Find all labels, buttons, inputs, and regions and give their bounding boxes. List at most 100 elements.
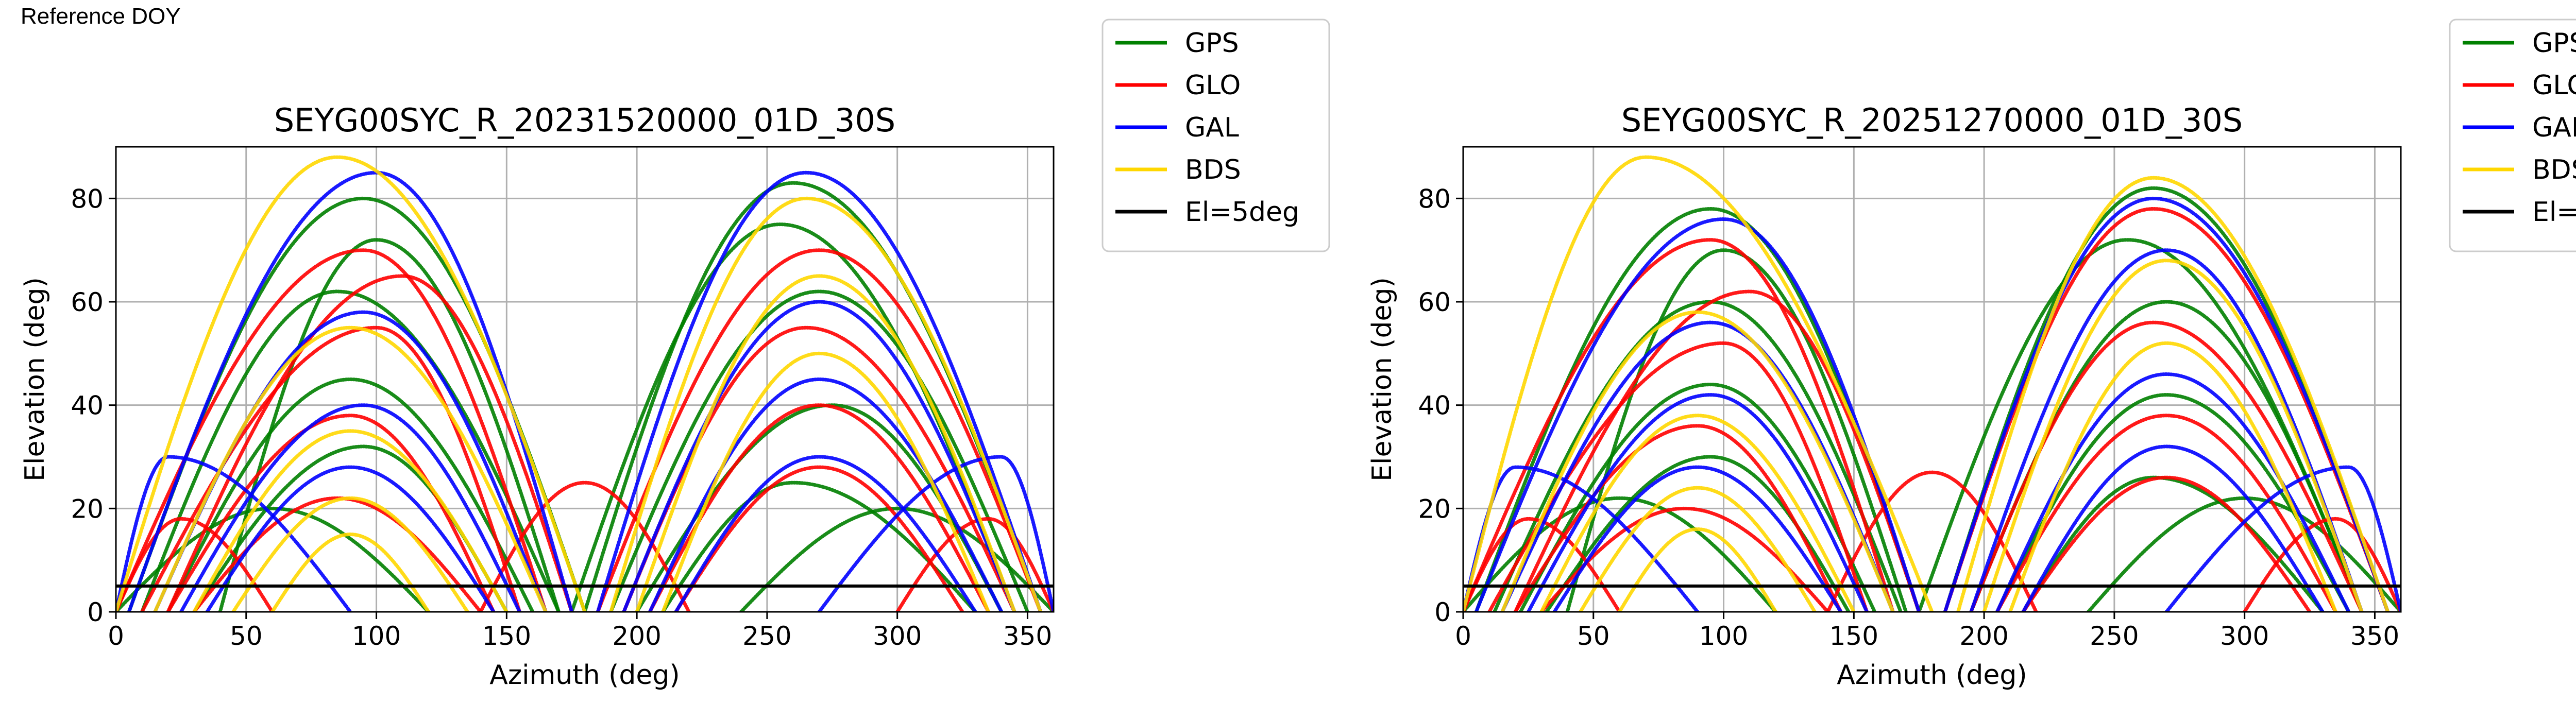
chart-title: SEYG00SYC_R_20231520000_01D_30S: [274, 101, 895, 139]
track-gal-8: [2021, 444, 2325, 612]
track-gal-6: [1969, 248, 2364, 612]
track-bds-3: [192, 429, 509, 612]
series-bds: [1463, 155, 2390, 612]
x-axis-label: Azimuth (deg): [489, 660, 680, 691]
track-gal-1: [127, 170, 574, 612]
x-tick-label: 300: [873, 621, 922, 651]
track-gal-7: [648, 377, 1004, 612]
y-axis-label: Elevation (deg): [1367, 277, 1398, 482]
x-tick-label: 50: [1577, 621, 1610, 651]
legend-box: [2449, 19, 2576, 252]
track-bds-5: [1956, 176, 2390, 612]
track-glo-3: [166, 414, 496, 612]
legend-label-glo: GLO: [1185, 70, 1241, 101]
track-glo-5: [596, 248, 1043, 612]
track-gps-5: [1943, 186, 2390, 612]
x-tick-label: 250: [742, 621, 791, 651]
track-glo-8: [674, 465, 964, 612]
track-bds-4: [231, 496, 469, 612]
track-gps-8: [661, 481, 977, 612]
track-bds-7: [2008, 341, 2338, 612]
track-glo-1: [1463, 238, 1895, 612]
track-gal-3: [179, 403, 522, 612]
track-gps-8: [2021, 475, 2325, 612]
track-gal-3: [1526, 393, 1869, 612]
legend-label-el=5deg: El=5deg: [2532, 197, 2576, 228]
track-gal-8: [674, 455, 977, 612]
track-gal-6: [622, 300, 1016, 612]
track-gal-9: [116, 455, 352, 612]
track-gps-11: [218, 238, 561, 612]
track-bds-1: [116, 155, 587, 612]
x-tick-label: 200: [612, 621, 661, 651]
legend-label-gal: GAL: [1185, 112, 1239, 143]
track-glo-8: [2021, 475, 2312, 612]
series-gps: [116, 181, 1054, 612]
track-bds-6: [635, 274, 1016, 612]
track-glo-10: [895, 517, 1054, 612]
chart-panel-1: 0 50 100 150 200 250 300 350 0 20 40 60 80 SEYG00SYC_…: [20, 19, 1330, 691]
track-bds-1: [1463, 155, 1934, 612]
y-tick-label: 60: [1418, 287, 1451, 317]
track-gal-4: [205, 465, 496, 612]
chart-panel-2: 0 50 100 150 200 250 300 350 0 20 40 60 80 SEYG00SYC_…: [1367, 19, 2576, 691]
track-gal-2: [153, 310, 548, 612]
track-gal-10: [817, 455, 1054, 612]
track-gps-3: [166, 377, 535, 612]
x-tick-label: 200: [1959, 621, 2008, 651]
track-gps-11: [1565, 248, 1908, 612]
x-tick-label: 250: [2090, 621, 2139, 651]
x-tick-label: 0: [108, 621, 124, 651]
track-gal-5: [1943, 196, 2390, 612]
track-bds-8: [270, 532, 431, 612]
legend-label-bds: BDS: [1185, 155, 1241, 185]
x-tick-label: 150: [1829, 621, 1878, 651]
track-glo-2: [140, 325, 522, 612]
track-glo-7: [648, 403, 991, 612]
x-axis-label: Azimuth (deg): [1837, 660, 2027, 691]
track-bds-4: [1579, 486, 1817, 612]
reference-doy-label: Reference DOY: [21, 4, 181, 29]
y-tick-label: 60: [71, 287, 104, 317]
track-glo-3: [1513, 424, 1843, 612]
y-tick-label: 20: [1418, 494, 1451, 524]
legend-box: [1101, 19, 1330, 252]
track-gps-9: [1463, 496, 1778, 612]
track-gal-5: [596, 170, 1043, 612]
plot-frame: [1462, 146, 2402, 613]
x-tick-label: 50: [230, 621, 263, 651]
y-tick-label: 40: [1418, 391, 1451, 421]
x-tick-label: 150: [482, 621, 531, 651]
track-glo-12: [166, 274, 574, 612]
legend-label-gps: GPS: [2532, 28, 2576, 59]
track-bds-5: [609, 196, 1043, 612]
series-glo: [116, 248, 1054, 612]
legend: GPS GLO GAL BDS El=5deg: [2449, 19, 2576, 252]
plot-data: [1463, 155, 2401, 612]
track-gps-6: [609, 289, 1029, 612]
track-bds-6: [1982, 259, 2364, 612]
track-bds-7: [661, 351, 991, 612]
legend-label-gal: GAL: [2532, 112, 2576, 143]
y-tick-label: 20: [71, 494, 104, 524]
track-gal-4: [1552, 465, 1843, 612]
track-gps-10: [2086, 496, 2401, 612]
track-glo-12: [1513, 289, 1921, 612]
track-glo-7: [1995, 414, 2338, 612]
legend-label-el=5deg: El=5deg: [1185, 197, 1299, 228]
track-gps-2: [1493, 300, 1903, 612]
track-gal-1: [1474, 217, 1921, 612]
plot-frame: [115, 146, 1055, 613]
track-bds-2: [153, 325, 548, 612]
track-gal-9: [1463, 465, 1700, 612]
legend-label-bds: BDS: [2532, 155, 2576, 185]
track-gps-10: [739, 506, 1054, 612]
y-tick-label: 80: [71, 184, 104, 214]
x-tick-label: 0: [1455, 621, 1471, 651]
y-tick-label: 40: [71, 391, 104, 421]
track-glo-10: [2243, 517, 2401, 612]
chart-title: SEYG00SYC_R_20251270000_01D_30S: [1621, 101, 2243, 139]
x-tick-label: 300: [2220, 621, 2269, 651]
track-bds-2: [1500, 310, 1895, 612]
series-gps: [1463, 186, 2401, 612]
